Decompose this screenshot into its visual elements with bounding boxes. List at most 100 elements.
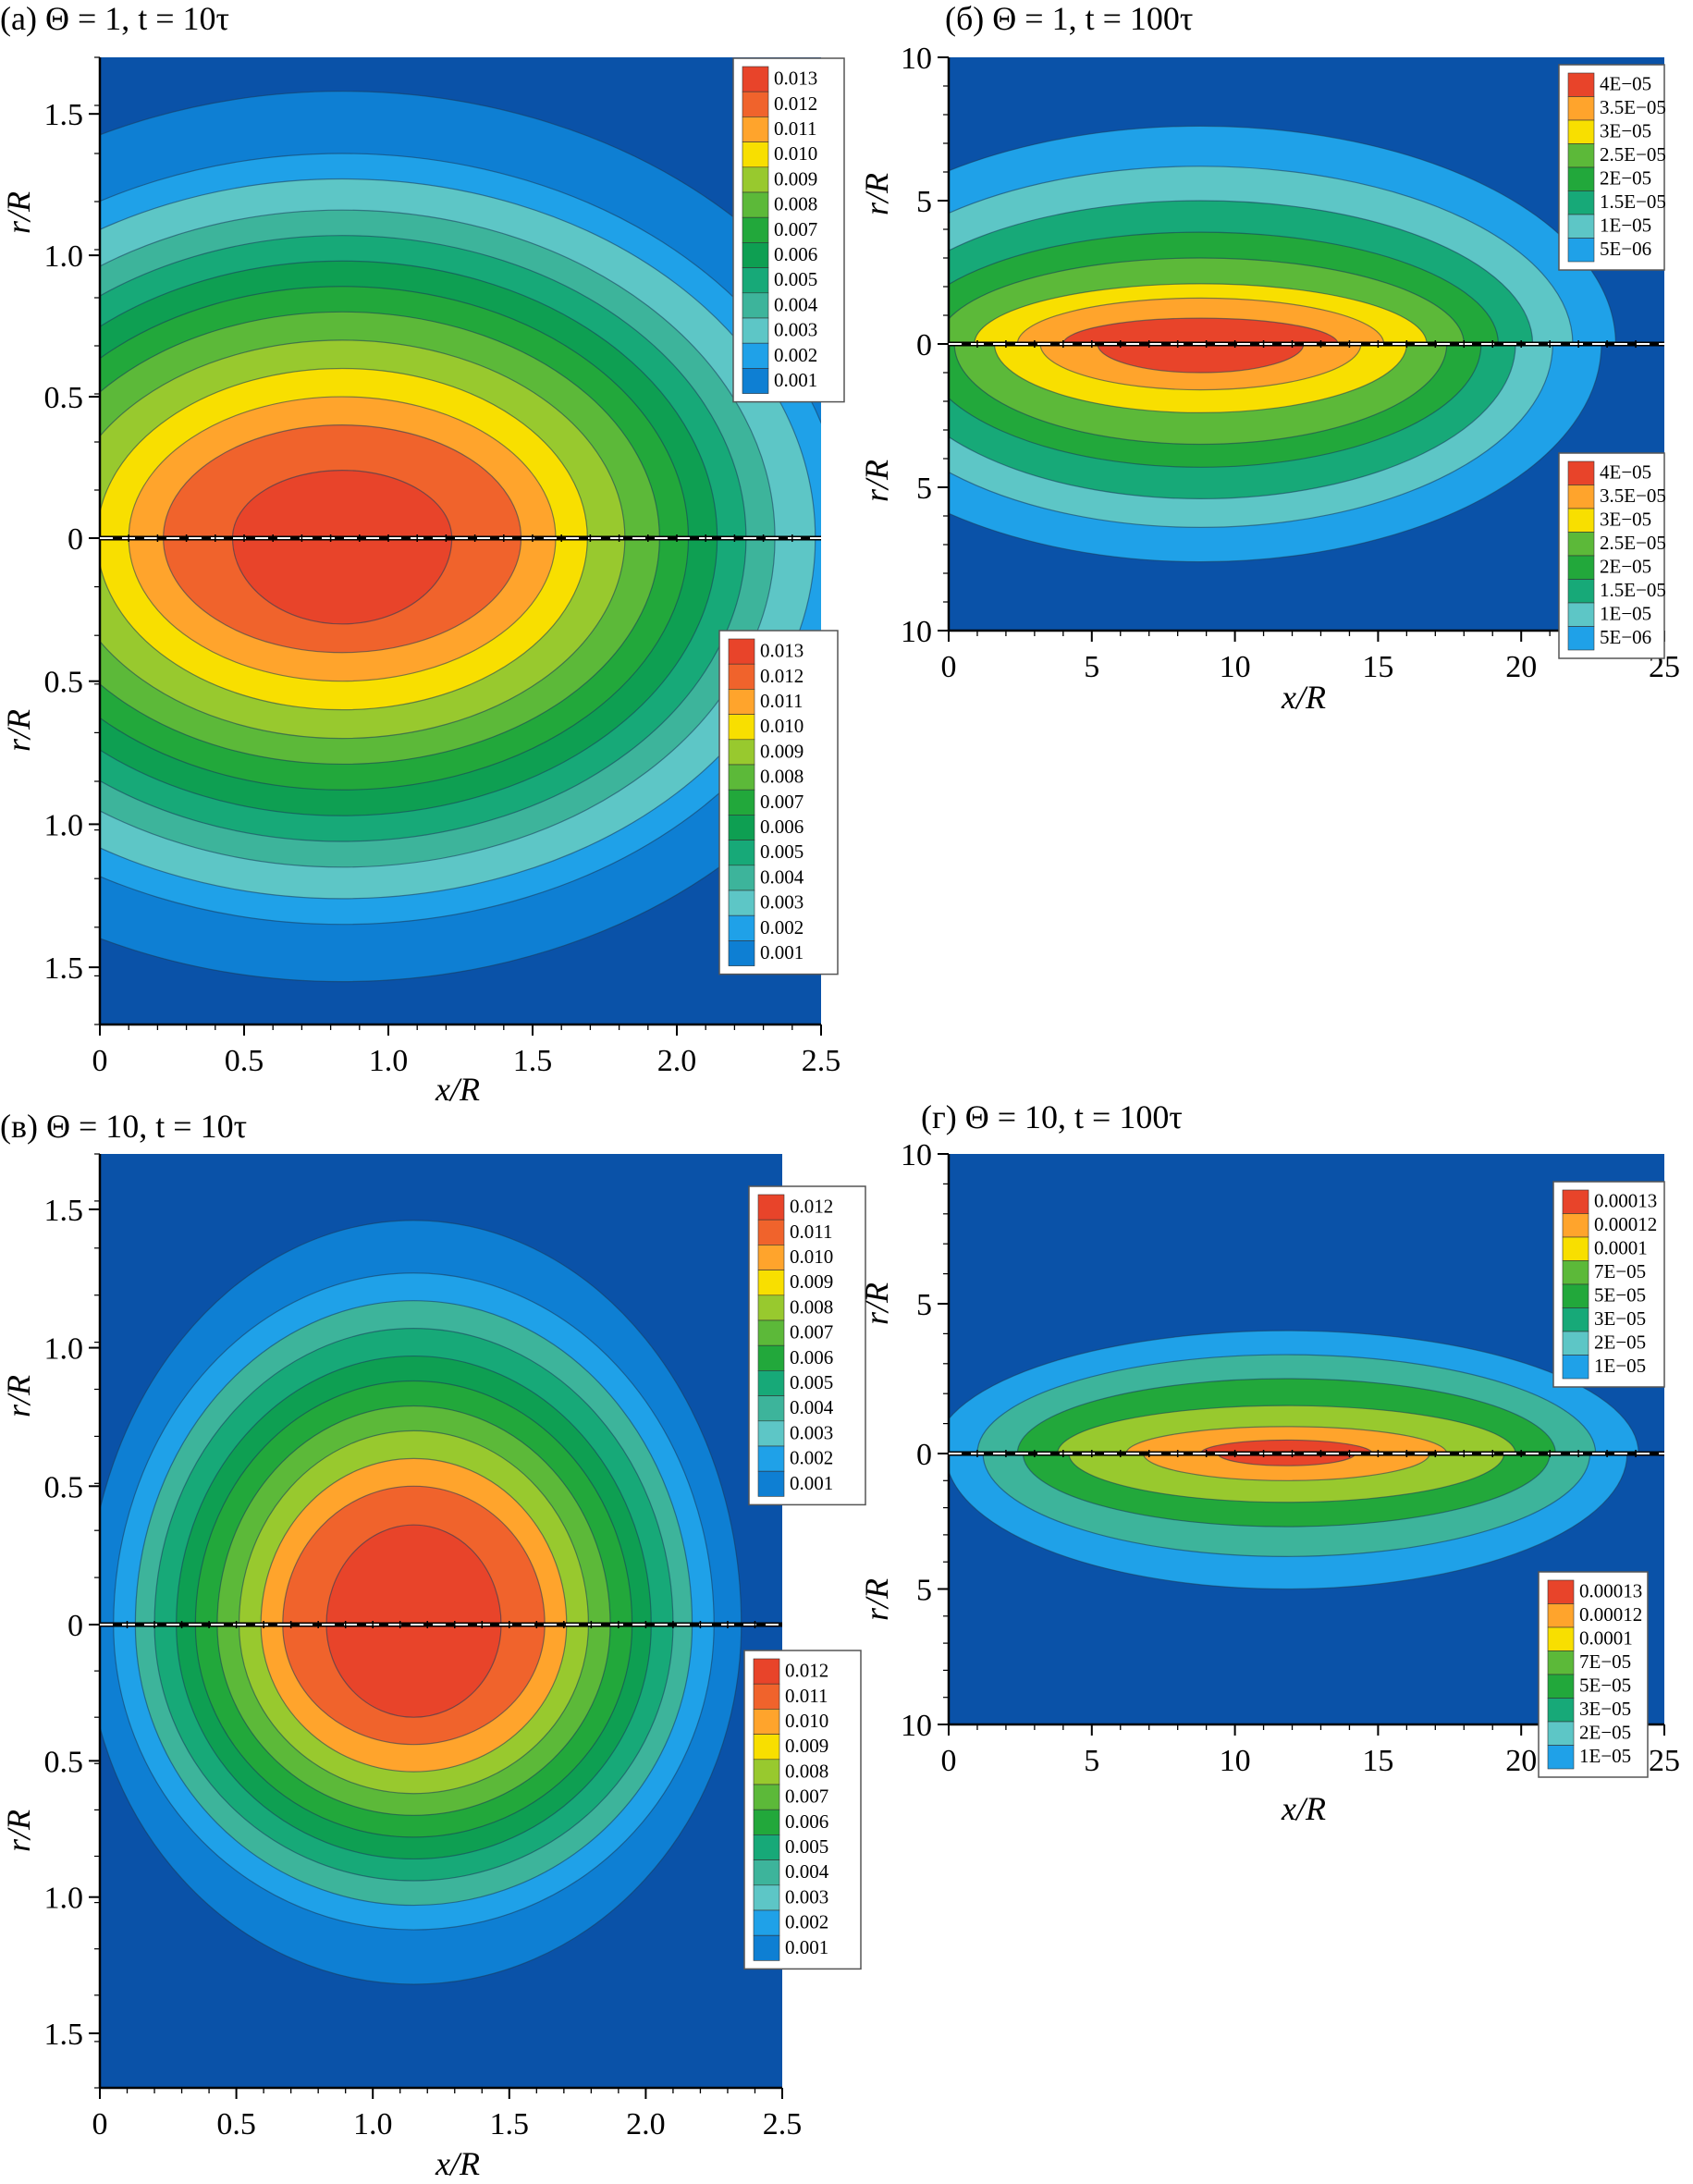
- legend-label: 0.012: [785, 1660, 828, 1682]
- legend-label: 1.5E−05: [1600, 579, 1666, 601]
- r-tick-label: 10: [901, 1138, 932, 1172]
- contour-band: [1199, 1439, 1373, 1454]
- legend-swatch: [1562, 1307, 1589, 1332]
- legend-swatch: [1567, 143, 1595, 168]
- r-tick-label: 5: [916, 1574, 932, 1608]
- panel-b-xlabel: x/R: [1281, 679, 1326, 716]
- legend-label: 2E−05: [1600, 555, 1651, 577]
- legend-label: 0.012: [790, 1196, 833, 1218]
- legend-label: 0.006: [790, 1346, 833, 1368]
- legend-swatch: [753, 1859, 780, 1886]
- legend-label: 0.008: [785, 1760, 828, 1782]
- panel-b-title: (б) Θ = 1, t = 100τ: [945, 0, 1193, 37]
- legend-bottom: 0.000130.000120.00017E−055E−053E−052E−05…: [1538, 1571, 1649, 1778]
- x-tick-label: 0: [92, 1044, 108, 1078]
- legend-swatch: [742, 267, 769, 294]
- legend-swatch: [753, 1934, 780, 1961]
- legend-label: 0.010: [774, 142, 817, 165]
- legend-label: 7E−05: [1579, 1650, 1631, 1673]
- legend-label: 0.004: [785, 1860, 829, 1883]
- legend-label: 0.007: [760, 791, 804, 813]
- legend-label: 0.011: [760, 690, 803, 712]
- x-tick-label: 2.5: [763, 2107, 803, 2141]
- legend-swatch: [728, 789, 755, 816]
- panel-a-plot: 0 0.5 1.0 1.5 2.0 2.5 0 0.5 0.5 1.0 1.0 1.5 1.5 0.013…: [44, 56, 845, 1078]
- legend-label: 0.006: [760, 816, 804, 838]
- legend-swatch: [1562, 1355, 1589, 1380]
- legend-swatch: [1547, 1745, 1575, 1770]
- panel-d-ylabel-top: r/R: [858, 1282, 895, 1325]
- legend-label: 5E−05: [1579, 1674, 1631, 1696]
- legend-label: 1E−05: [1600, 214, 1651, 236]
- legend-label: 0.0001: [1594, 1236, 1648, 1258]
- x-tick-label: 15: [1362, 650, 1393, 684]
- x-tick-label: 0: [941, 650, 957, 684]
- panel-d-ylabel-bottom: r/R: [858, 1578, 895, 1621]
- r-tick-label: 0.5: [44, 1745, 84, 1779]
- legend-swatch: [1567, 485, 1595, 509]
- legend-label: 2E−05: [1579, 1721, 1631, 1743]
- legend-swatch: [728, 663, 755, 690]
- legend-bottom: 0.012 0.011 0.010 0.009 0.008 0.0070.0060.005…: [743, 1650, 862, 1970]
- legend-swatch: [742, 368, 769, 394]
- legend-label: 0.009: [790, 1270, 833, 1293]
- legend-swatch: [742, 117, 769, 142]
- panel-c: (в) Θ = 10, t = 10τ 0 0.5 1.0 1.5 2.0 2.5 0 0.5…: [0, 1108, 866, 2182]
- legend-label: 0.006: [774, 243, 817, 265]
- legend-swatch: [757, 1219, 785, 1245]
- legend-label: 0.005: [785, 1835, 828, 1858]
- legend-label: 3E−05: [1579, 1698, 1631, 1720]
- top-half-field: [100, 57, 821, 538]
- legend-swatch: [1547, 1674, 1575, 1699]
- legend-swatch: [757, 1319, 785, 1346]
- legend-label: 0.011: [790, 1221, 832, 1243]
- legend-label: 0.001: [760, 941, 804, 963]
- legend-swatch: [742, 216, 769, 243]
- legend-label: 0.003: [774, 319, 817, 341]
- x-tick-label: 20: [1505, 1744, 1537, 1778]
- legend-label: 0.001: [774, 369, 817, 391]
- legend-swatch: [742, 91, 769, 117]
- legend-label: 0.013: [774, 67, 817, 90]
- legend-swatch: [728, 689, 755, 715]
- x-tick-label: 20: [1505, 650, 1537, 684]
- legend-label: 0.008: [790, 1295, 833, 1318]
- top-half-field: [949, 1154, 1664, 1454]
- legend-swatch: [753, 1734, 780, 1761]
- panel-d-title: (г) Θ = 10, t = 100τ: [921, 1098, 1183, 1135]
- x-tick-label: 10: [1220, 650, 1251, 684]
- legend-swatch: [753, 1834, 780, 1860]
- legend-label: 0.00013: [1579, 1579, 1642, 1601]
- legend-label: 0.002: [760, 916, 804, 939]
- panel-c-ylabel-top: r/R: [0, 1375, 37, 1417]
- legend-label: 0.0001: [1579, 1626, 1633, 1649]
- panel-a-title: (a) Θ = 1, t = 10τ: [0, 0, 229, 37]
- legend-swatch: [1562, 1331, 1589, 1356]
- x-tick-label: 0.5: [216, 2107, 256, 2141]
- panel-a-ylabel-top: r/R: [0, 191, 37, 234]
- bottom-half-field: [100, 1625, 782, 2088]
- legend-label: 0.003: [790, 1421, 833, 1443]
- r-tick-label: 1.0: [44, 1882, 84, 1916]
- legend-label: 2.5E−05: [1600, 143, 1666, 166]
- legend-swatch: [753, 1683, 780, 1710]
- r-tick-label: 0: [67, 522, 83, 557]
- legend-swatch: [1547, 1603, 1575, 1628]
- legend-label: 0.012: [760, 665, 804, 687]
- r-tick-label: 10: [901, 42, 932, 76]
- legend-swatch: [757, 1470, 785, 1497]
- legend-top: 4E−053.5E−053E−052.5E−052E−051.5E−051E−0…: [1558, 64, 1666, 271]
- r-tick-label: 0.5: [44, 1470, 84, 1504]
- legend-swatch: [1567, 238, 1595, 263]
- legend-swatch: [757, 1370, 785, 1396]
- legend-bottom: 0.013 0.012 0.011 0.010 0.009 0.008 0.007 0.006…: [718, 630, 839, 975]
- legend-swatch: [1547, 1579, 1575, 1604]
- legend-swatch: [757, 1294, 785, 1321]
- legend-label: 3.5E−05: [1600, 485, 1666, 507]
- top-half-field: [100, 1154, 782, 1625]
- legend-label: 4E−05: [1600, 72, 1651, 94]
- legend-label: 0.003: [785, 1885, 828, 1908]
- legend-label: 0.002: [774, 344, 817, 366]
- x-tick-label: 15: [1362, 1744, 1393, 1778]
